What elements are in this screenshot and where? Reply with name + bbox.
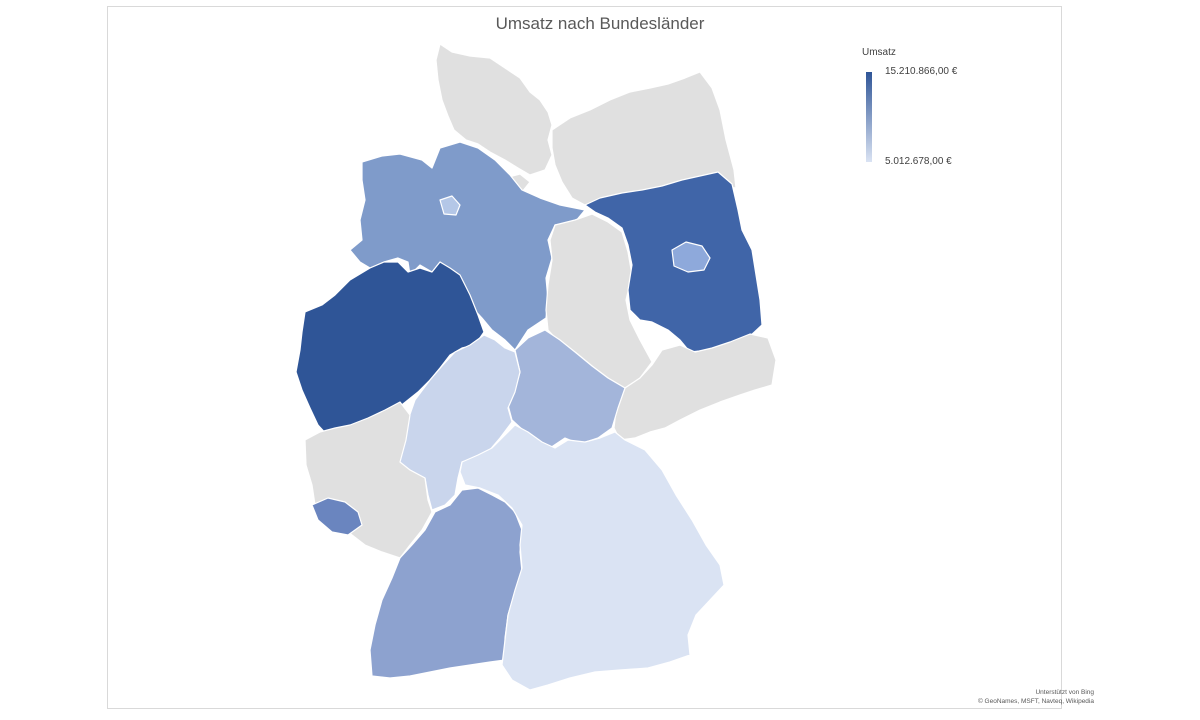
map-credit: Unterstützt von Bing © GeoNames, MSFT, N… xyxy=(978,688,1094,706)
region-bayern[interactable]: Bayern xyxy=(459,424,725,691)
region-bremen[interactable]: Bremen xyxy=(439,195,461,216)
legend-max-label: 15.210.866,00 € xyxy=(885,66,958,77)
legend-title: Umsatz xyxy=(862,47,896,58)
legend-min-label: 5.012.678,00 € xyxy=(885,156,952,167)
region-mecklenburg-vorpommern[interactable]: Mecklenburg-Vorpommern xyxy=(551,71,737,206)
region-schleswig-holstein[interactable]: Schleswig-Holstein xyxy=(435,43,553,176)
credit-line-2: © GeoNames, MSFT, Navteq, Wikipedia xyxy=(977,698,1094,705)
region-sachsen[interactable]: Sachsen xyxy=(613,333,777,441)
credit-line-1: Unterstützt von Bing xyxy=(1035,689,1094,696)
region-saarland[interactable]: Saarland xyxy=(311,497,363,536)
map-title: Umsatz nach Bundesländer xyxy=(495,14,705,33)
region-berlin[interactable]: Berlin xyxy=(671,241,711,273)
legend-gradient-bar xyxy=(866,72,872,162)
